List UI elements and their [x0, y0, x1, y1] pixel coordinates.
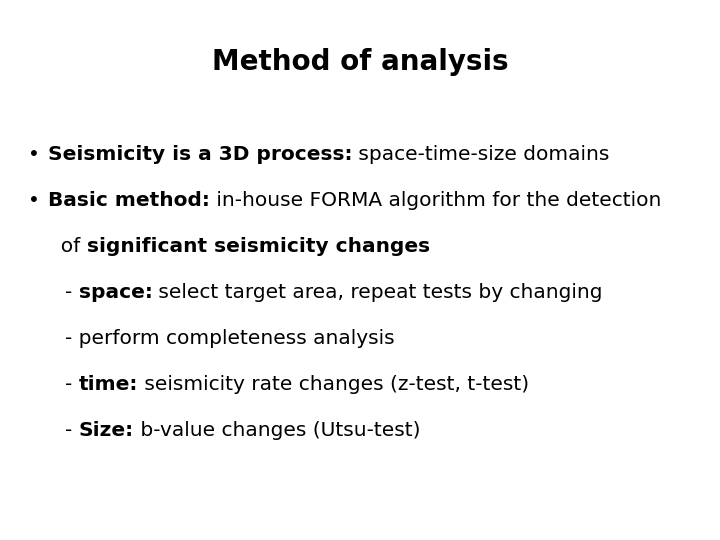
Text: Seismicity is a 3D process:: Seismicity is a 3D process: [48, 145, 353, 164]
Text: •: • [28, 191, 40, 210]
Text: space:: space: [78, 283, 153, 302]
Text: seismicity rate changes (z-test, t-test): seismicity rate changes (z-test, t-test) [138, 375, 529, 394]
Text: significant seismicity changes: significant seismicity changes [86, 237, 430, 256]
Text: of: of [48, 237, 86, 256]
Text: Basic method:: Basic method: [48, 191, 210, 210]
Text: space-time-size domains: space-time-size domains [353, 145, 610, 164]
Text: select target area, repeat tests by changing: select target area, repeat tests by chan… [153, 283, 603, 302]
Text: b-value changes (Utsu-test): b-value changes (Utsu-test) [134, 421, 420, 440]
Text: in-house FORMA algorithm for the detection: in-house FORMA algorithm for the detecti… [210, 191, 661, 210]
Text: - perform completeness analysis: - perform completeness analysis [65, 329, 395, 348]
Text: •: • [28, 145, 40, 164]
Text: -: - [65, 283, 78, 302]
Text: -: - [65, 421, 78, 440]
Text: time:: time: [78, 375, 138, 394]
Text: -: - [65, 375, 78, 394]
Text: Size:: Size: [78, 421, 134, 440]
Text: Method of analysis: Method of analysis [212, 48, 508, 76]
